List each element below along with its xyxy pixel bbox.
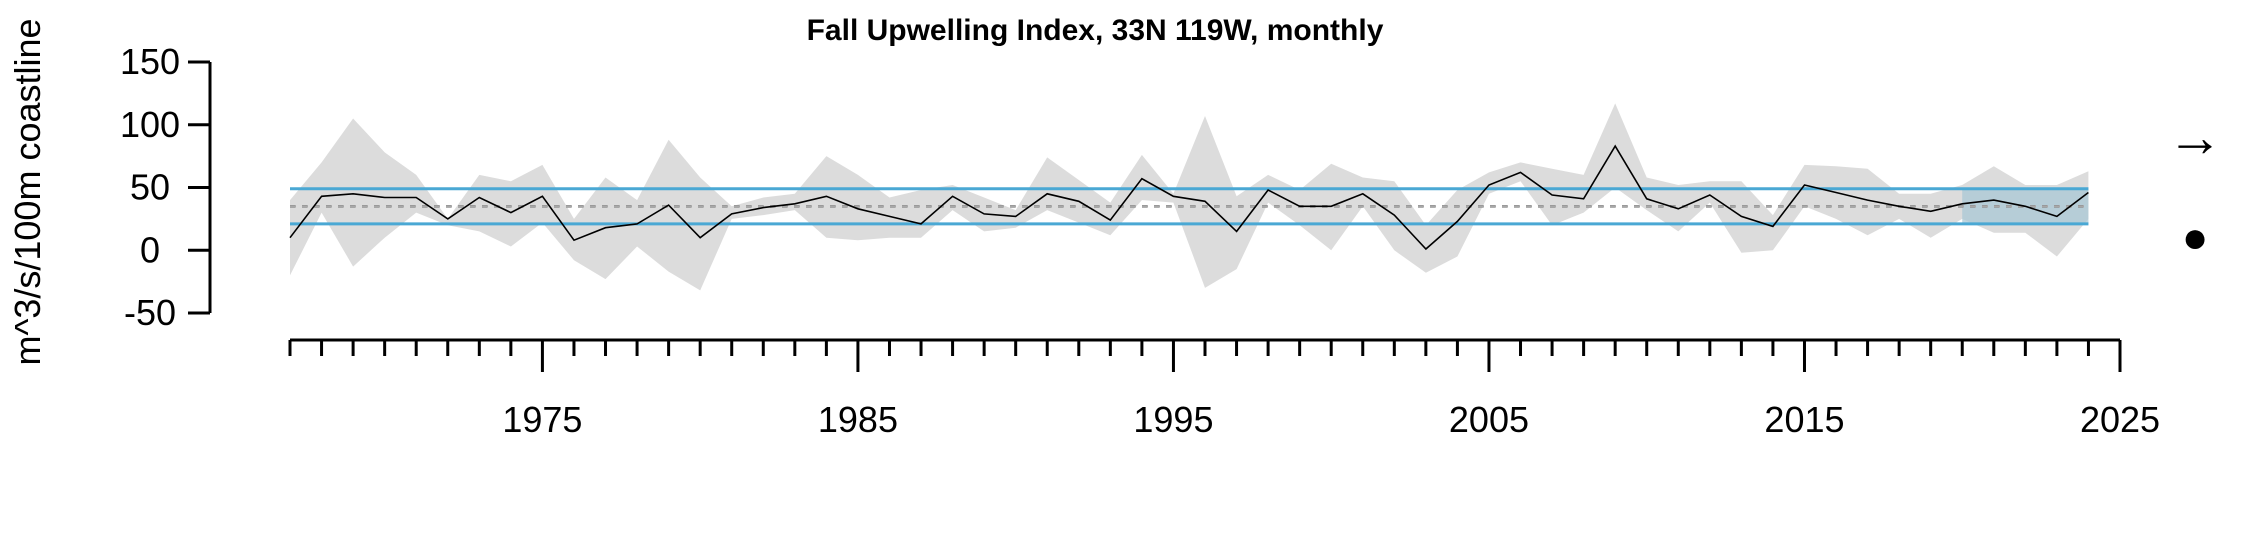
uncertainty-envelope xyxy=(290,103,2089,291)
x-tick-label: 1985 xyxy=(818,399,898,440)
series-line xyxy=(289,144,2089,251)
y-tick-label: 100 xyxy=(120,104,180,145)
x-axis: 1975 1985 1995 2005 2015 2025 xyxy=(288,338,2160,440)
y-tick-label: 150 xyxy=(120,41,180,82)
mean-dot-icon: ● xyxy=(2182,213,2209,262)
y-axis: 150 100 50 0 -50 xyxy=(120,41,212,333)
y-tick-label: -50 xyxy=(124,292,176,333)
plot-area xyxy=(289,103,2089,291)
x-tick-label: 1995 xyxy=(1133,399,1213,440)
chart-title: Fall Upwelling Index, 33N 119W, monthly xyxy=(807,14,1384,47)
y-tick-label: 0 xyxy=(140,229,160,270)
trend-arrow-icon: → xyxy=(2167,105,2223,168)
y-axis-label: m^3/s/100m coastline xyxy=(7,18,48,365)
y-tick-label: 50 xyxy=(130,167,170,208)
x-tick-label: 2025 xyxy=(2080,399,2160,440)
x-tick-label: 2015 xyxy=(1764,399,1844,440)
x-tick-label: 1975 xyxy=(502,399,582,440)
x-tick-label: 2005 xyxy=(1449,399,1529,440)
